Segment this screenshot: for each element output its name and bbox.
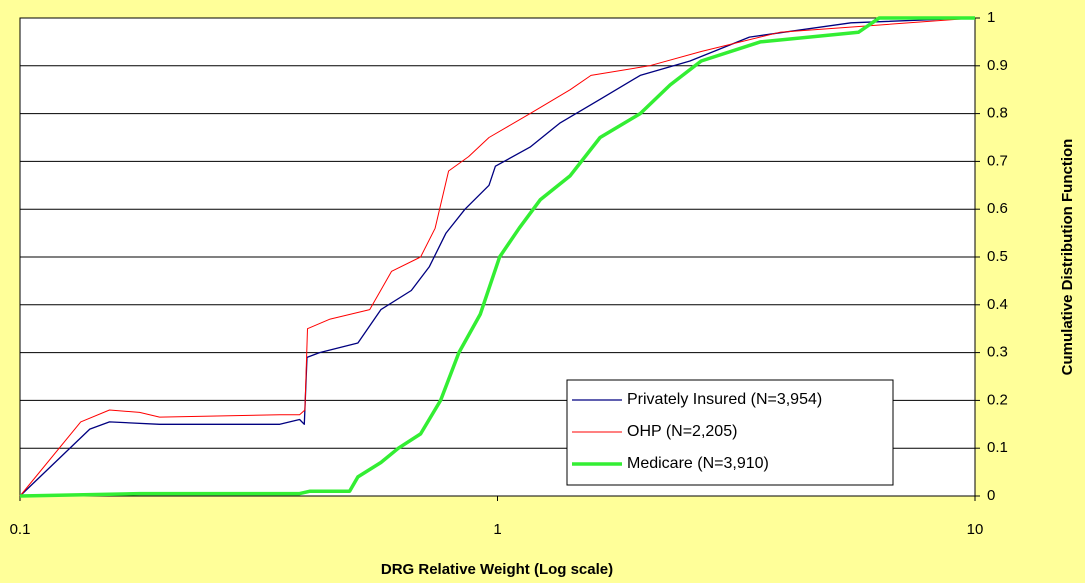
y-tick-label: 0.7 [987, 152, 1008, 169]
x-tick-label: 0.1 [10, 521, 31, 538]
y-tick-label: 0.6 [987, 200, 1008, 217]
y-tick-label: 0.3 [987, 344, 1008, 361]
series-line [19, 17, 976, 497]
y-tick-label: 0.5 [987, 248, 1008, 265]
y-tick-label: 0 [987, 487, 995, 504]
y-axis-label: Cumulative Distribution Function [1059, 139, 1076, 376]
series-line [19, 17, 976, 497]
y-tick-label: 0.9 [987, 57, 1008, 74]
y-tick-label: 1 [987, 9, 995, 26]
legend-label: Medicare (N=3,910) [627, 455, 769, 472]
x-axis-label: DRG Relative Weight (Log scale) [381, 561, 613, 578]
y-tick-label: 0.8 [987, 105, 1008, 122]
x-tick-label: 10 [967, 521, 984, 538]
series-line [19, 16, 975, 498]
y-tick-label: 0.2 [987, 391, 1008, 408]
plot-border [19, 17, 976, 497]
y-tick-label: 0.1 [987, 439, 1008, 456]
y-tick-label: 0.4 [987, 296, 1008, 313]
x-tick-label: 1 [493, 521, 501, 538]
legend-label: OHP (N=2,205) [627, 423, 737, 440]
legend-label: Privately Insured (N=3,954) [627, 391, 822, 408]
